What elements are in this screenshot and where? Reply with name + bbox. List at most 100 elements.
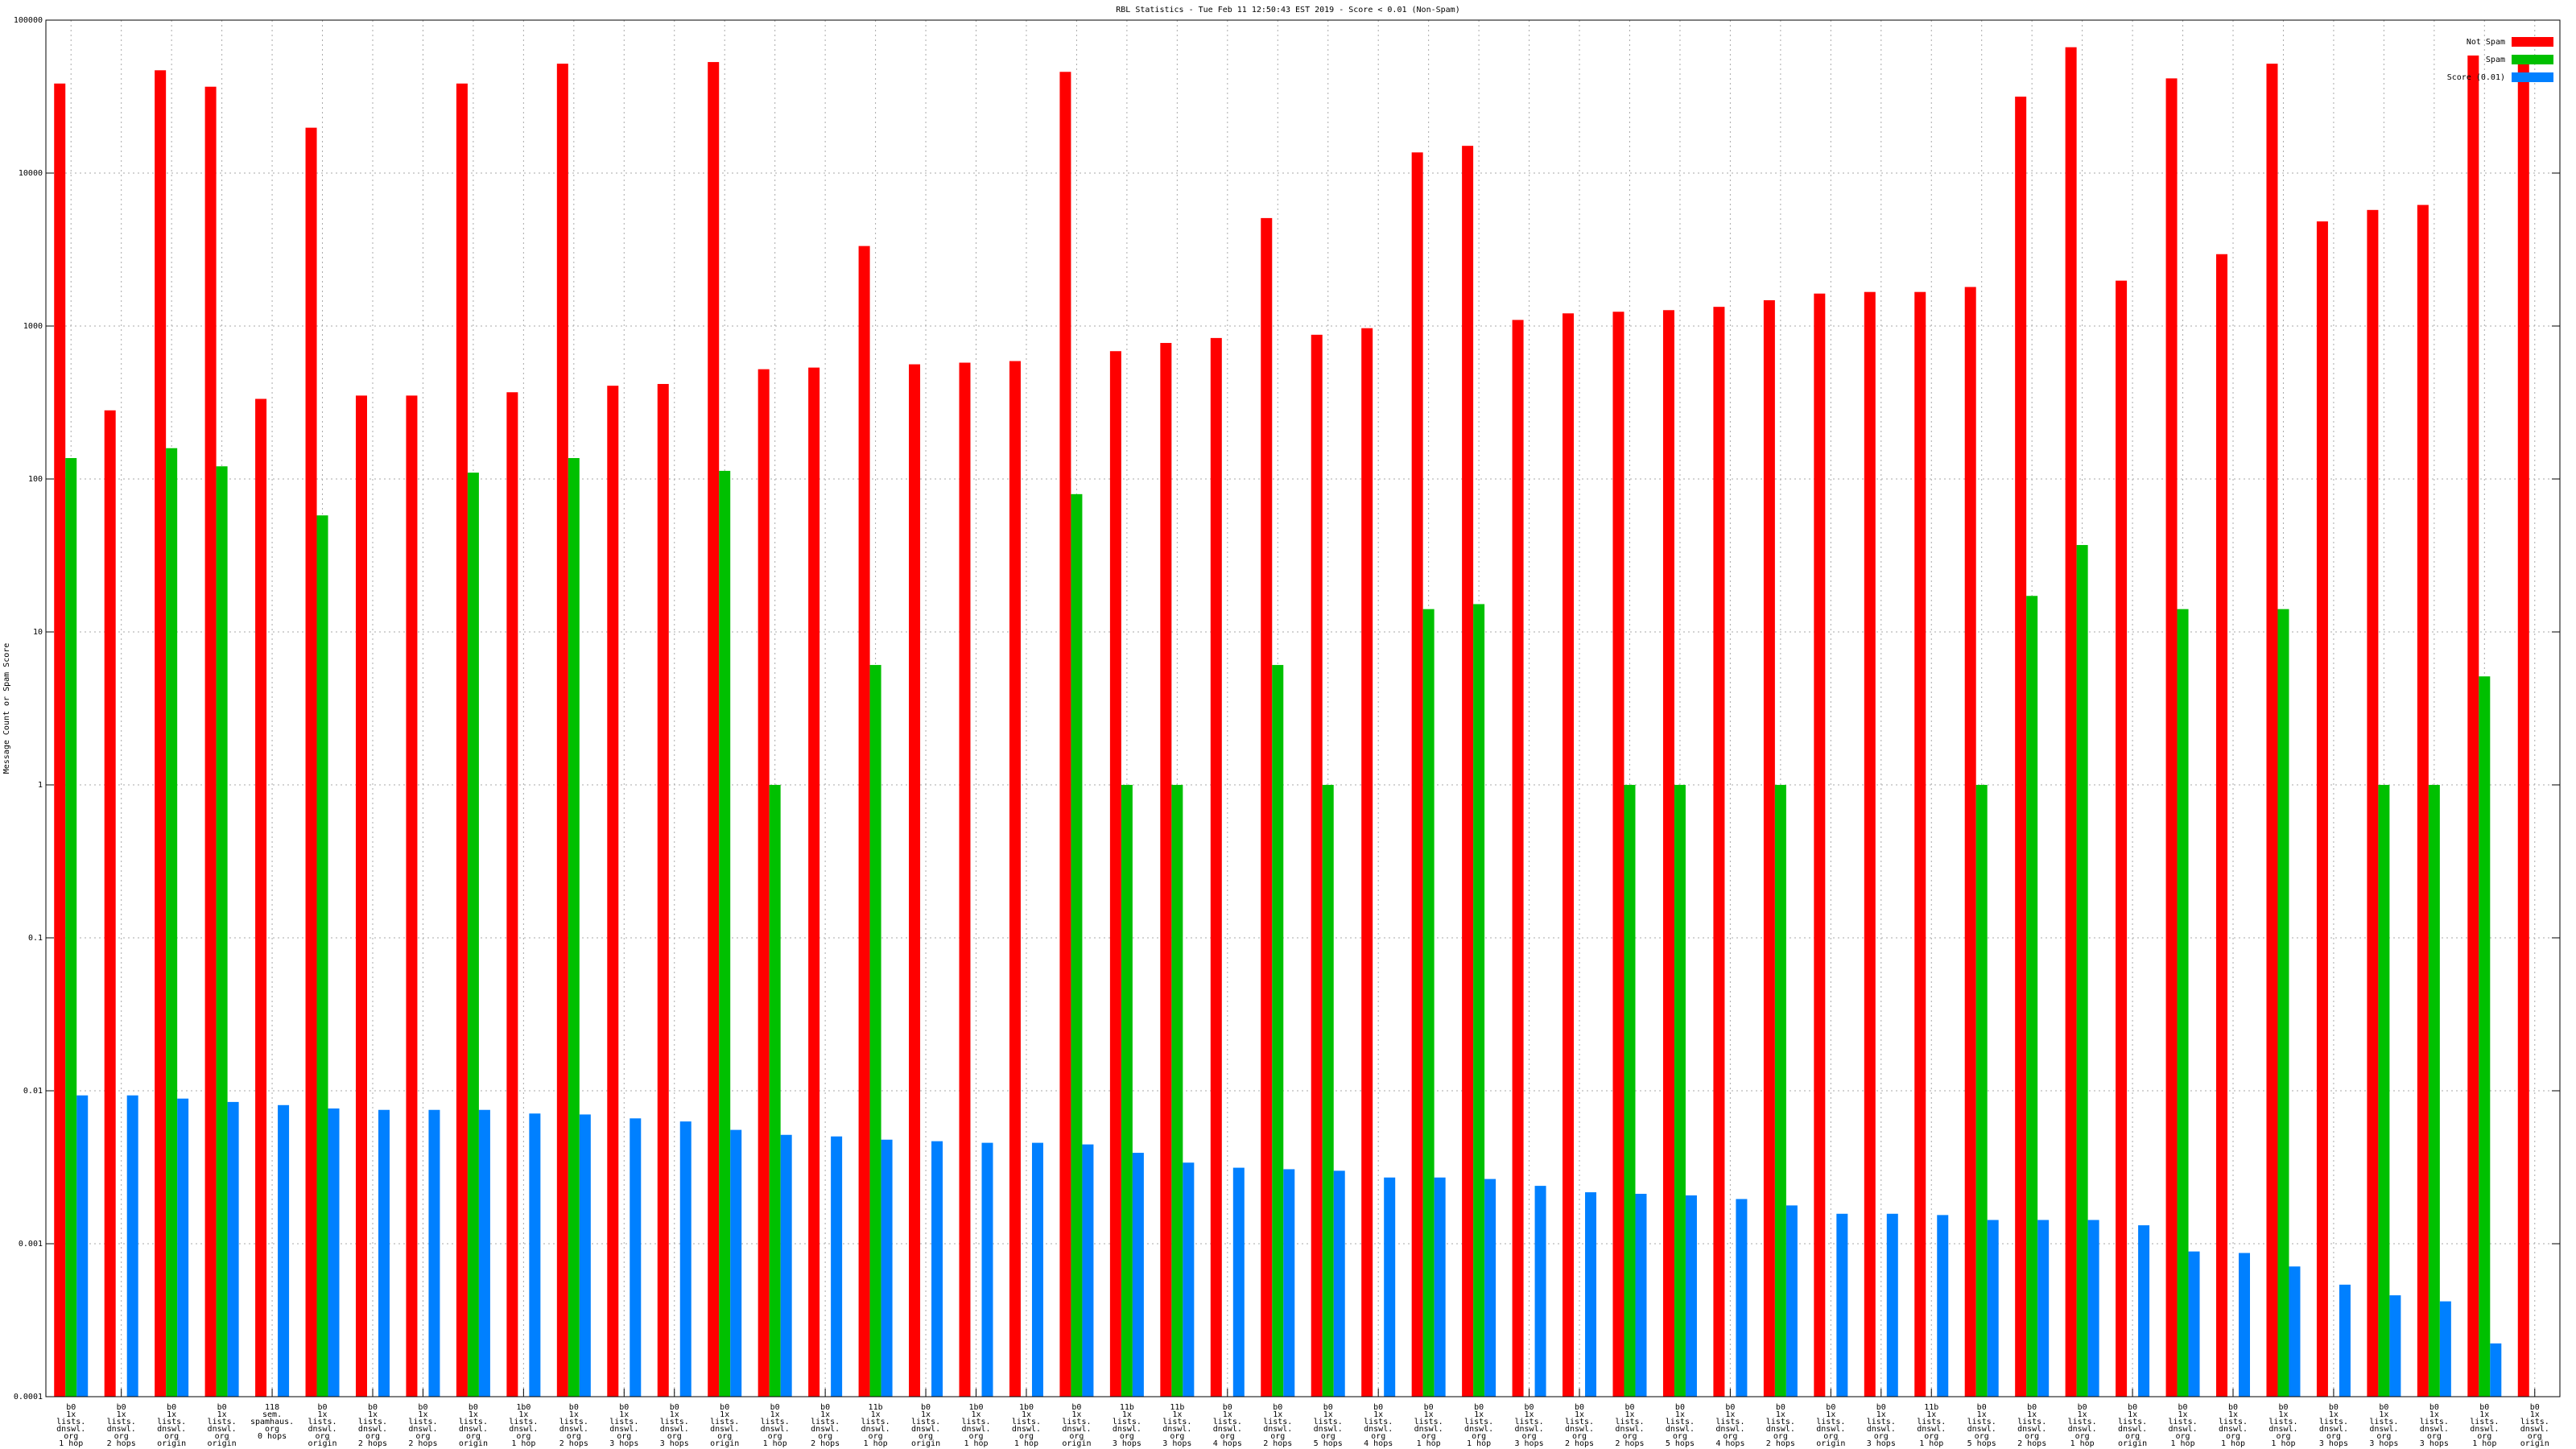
x-tick-label: b0 1x lists. dnswl. org origin: [2520, 1403, 2549, 1448]
x-tick-label: b0 1x lists. dnswl. org 1 hop: [2470, 1403, 2499, 1448]
bar: [1384, 1177, 1396, 1397]
bar: [2417, 204, 2429, 1397]
bar: [769, 785, 781, 1397]
x-tick-label: 1b0 1x lists. dnswl. org 1 hop: [961, 1403, 990, 1448]
x-tick-label: b0 1x lists. dnswl. org origin: [157, 1403, 186, 1448]
bar: [255, 398, 267, 1397]
x-tick-label: 11b 1x lists. dnswl. org 1 hop: [1917, 1403, 1946, 1448]
bar: [1109, 351, 1121, 1397]
bar: [1774, 785, 1786, 1397]
bar: [1763, 299, 1775, 1397]
y-tick-label: 10: [33, 628, 43, 637]
x-tick-label: b0 1x lists. dnswl. org 2 hops: [358, 1403, 387, 1448]
bar: [1473, 604, 1485, 1397]
x-tick-label: b0 1x lists. dnswl. org 2 hops: [2017, 1403, 2046, 1448]
bar: [1210, 337, 1222, 1397]
legend-label: Not Spam: [2467, 38, 2505, 47]
bar: [1422, 609, 1435, 1397]
x-tick-label: b0 1x lists. dnswl. org 2 hops: [559, 1403, 588, 1448]
bar: [981, 1142, 993, 1397]
bar: [1059, 72, 1071, 1397]
bar: [2188, 1251, 2200, 1397]
bar: [378, 1109, 390, 1397]
bar: [556, 64, 568, 1397]
bar: [909, 364, 921, 1397]
x-tick-label: b0 1x lists. dnswl. org origin: [308, 1403, 336, 1448]
x-tick-label: b0 1x lists. dnswl. org 5 hops: [1967, 1403, 1996, 1448]
bar: [1333, 1170, 1345, 1397]
bar: [1484, 1179, 1496, 1397]
y-tick-label: 10000: [19, 169, 43, 178]
bar: [1674, 785, 1686, 1397]
chart-title: RBL Statistics - Tue Feb 11 12:50:43 EST…: [1116, 6, 1459, 14]
bar: [1836, 1213, 1848, 1397]
x-tick-label: b0 1x lists. dnswl. org 1 hop: [1464, 1403, 1493, 1448]
x-tick-label: 1b0 1x lists. dnswl. org 1 hop: [509, 1403, 538, 1448]
bar: [1171, 785, 1183, 1397]
x-tick-label: b0 1x lists. dnswl. org 1 hop: [2219, 1403, 2248, 1448]
x-tick-label: b0 1x lists. dnswl. org origin: [459, 1403, 488, 1448]
legend-swatch: [2512, 55, 2553, 64]
bar: [2517, 58, 2529, 1397]
y-tick-label: 0.001: [19, 1240, 43, 1249]
x-tick-label: b0 1x lists. dnswl. org 3 hops: [2319, 1403, 2348, 1448]
bar: [126, 1095, 138, 1397]
bar: [204, 86, 217, 1397]
bar: [2026, 596, 2038, 1397]
bar: [1434, 1177, 1446, 1397]
bar: [1009, 361, 1021, 1397]
bar: [1261, 217, 1273, 1397]
x-tick-label: b0 1x lists. dnswl. org 2 hops: [1766, 1403, 1795, 1448]
x-tick-label: 118 sem. spamhaus. org 0 hops: [250, 1403, 294, 1441]
x-tick-label: b0 1x lists. dnswl. org 5 hops: [1666, 1403, 1695, 1448]
bar: [2439, 1301, 2451, 1397]
bar: [2177, 609, 2189, 1397]
bar: [2277, 609, 2289, 1397]
bar: [1361, 328, 1373, 1397]
y-tick-label: 100000: [14, 16, 43, 25]
bar: [2339, 1284, 2351, 1397]
x-tick-label: b0 1x lists. dnswl. org 4 hops: [1364, 1403, 1393, 1448]
x-tick-label: b0 1x lists. dnswl. org origin: [710, 1403, 739, 1448]
x-tick-label: b0 1x lists. dnswl. org origin: [1062, 1403, 1091, 1448]
bar: [2065, 47, 2077, 1397]
bar: [177, 1098, 189, 1397]
bar: [1232, 1167, 1245, 1397]
x-tick-label: b0 1x lists. dnswl. org 2 hops: [408, 1403, 437, 1448]
bar: [467, 473, 479, 1397]
plot-frame: [45, 19, 2561, 1397]
bar: [2316, 221, 2328, 1397]
x-tick-label: b0 1x lists. dnswl. org 3 hops: [660, 1403, 689, 1448]
bar: [808, 367, 820, 1397]
bar: [166, 448, 178, 1397]
y-tick-label: 1000: [23, 322, 43, 331]
bar: [1964, 287, 1976, 1397]
x-tick-label: 11b 1x lists. dnswl. org 3 hops: [1162, 1403, 1191, 1448]
bar: [1937, 1215, 1949, 1397]
bar: [1975, 785, 1988, 1397]
bar: [1121, 785, 1133, 1397]
bar: [708, 62, 720, 1397]
legend-swatch: [2512, 72, 2553, 82]
bar: [456, 83, 468, 1397]
bar: [1585, 1192, 1597, 1397]
bar: [1914, 291, 1926, 1397]
bar: [1635, 1193, 1647, 1397]
bar: [1272, 665, 1284, 1397]
x-tick-label: b0 1x lists. dnswl. org origin: [1816, 1403, 1845, 1448]
bar: [54, 83, 66, 1397]
bar: [1685, 1195, 1697, 1397]
bar: [780, 1134, 792, 1397]
x-tick-label: b0 1x lists. dnswl. org origin: [911, 1403, 940, 1448]
bar: [568, 458, 580, 1397]
bar: [2087, 1220, 2099, 1397]
bar: [328, 1108, 340, 1397]
bar: [2490, 1343, 2502, 1397]
x-tick-label: b0 1x lists. dnswl. org 2 hops: [107, 1403, 136, 1448]
legend-label: Score (0.01): [2447, 73, 2505, 82]
bar: [506, 392, 518, 1397]
y-tick-label: 1: [38, 781, 43, 790]
bar: [76, 1095, 89, 1397]
bar: [758, 369, 770, 1397]
